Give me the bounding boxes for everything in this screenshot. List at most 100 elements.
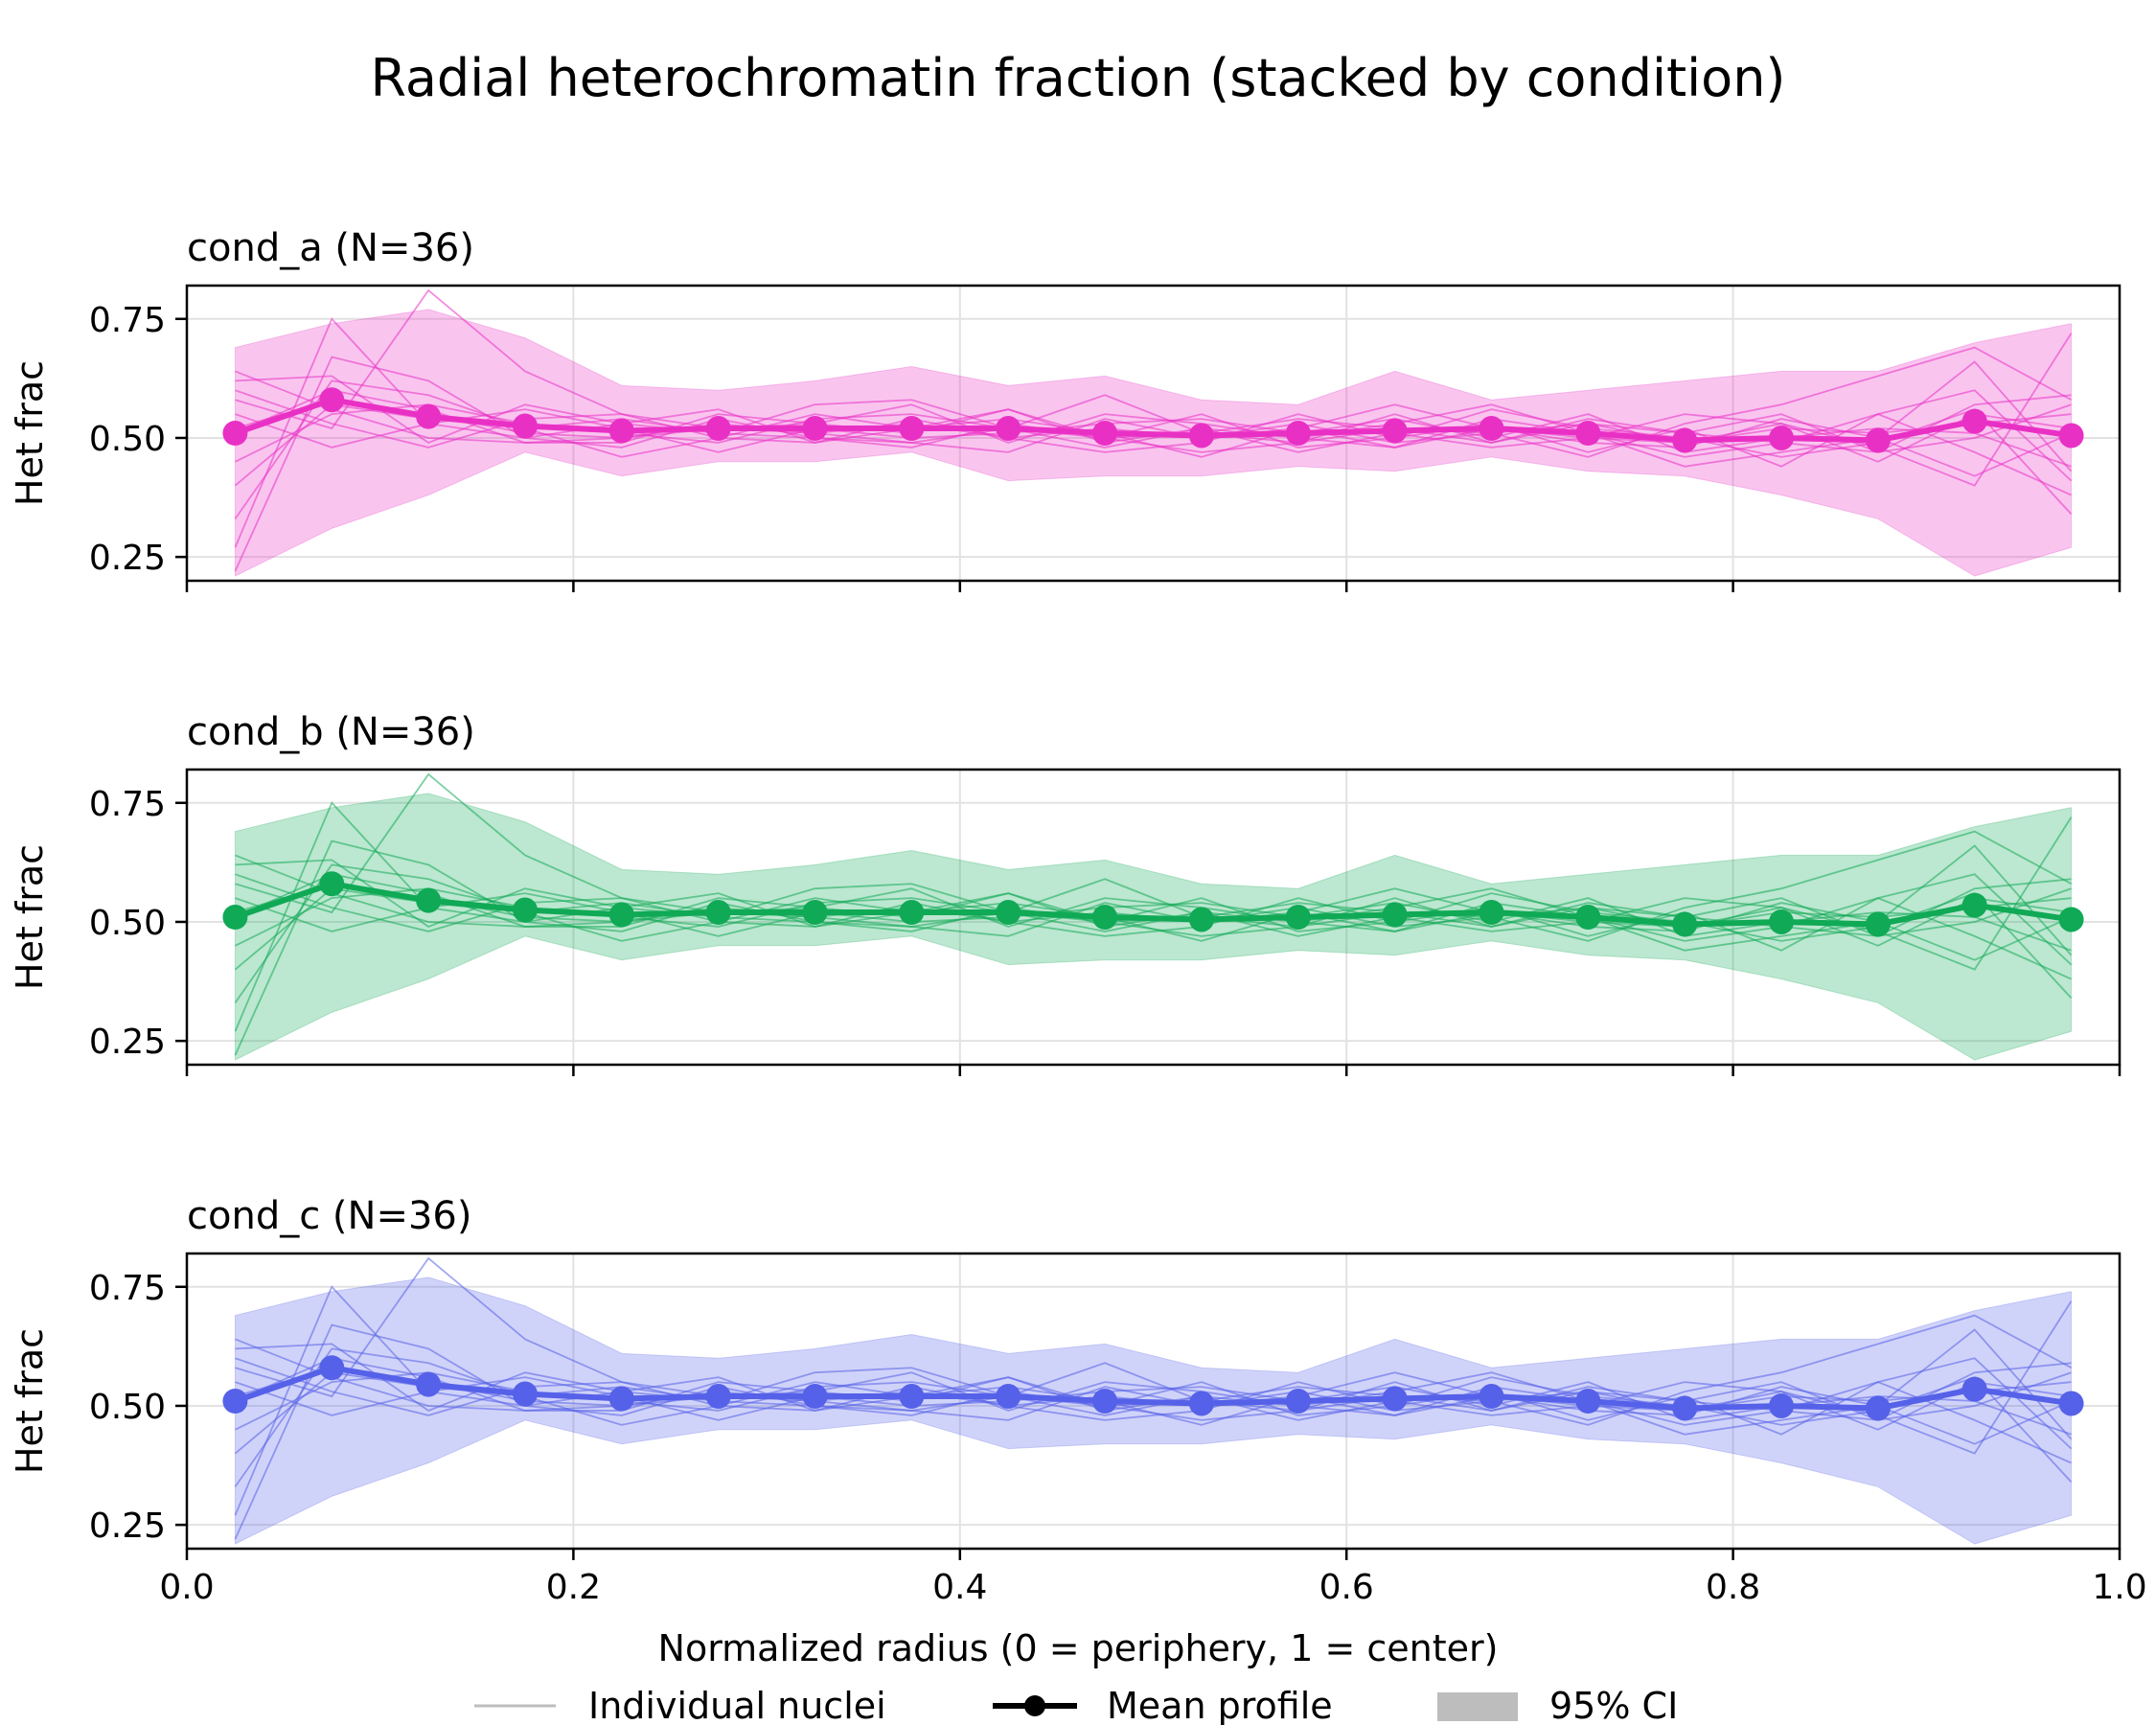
nucleus-line [235, 1357, 2073, 1450]
panel-title: cond_a (N=36) [187, 226, 474, 270]
nucleus-line [235, 873, 2072, 961]
legend-mean-label: Mean profile [1107, 1685, 1333, 1725]
mean-line [234, 1365, 2073, 1412]
mean-point [1479, 1384, 1504, 1410]
mean-point [319, 1355, 345, 1381]
ci-band [234, 309, 2073, 577]
x-tick-label: 0.6 [1319, 1568, 1374, 1607]
mean-point [899, 1384, 925, 1410]
mean-point [608, 902, 634, 928]
mean-point [1865, 911, 1891, 937]
mean-point [899, 416, 925, 442]
panel-3: 0.25 0.50 0.75 0.0 0.2 0.4 0.6 0.8 1.0 Het frac co… [9, 1194, 2147, 1607]
nucleus-line [235, 389, 2073, 482]
y-axis-label: Het frac [9, 1328, 51, 1474]
mean-point [1672, 1395, 1698, 1421]
mean-point [608, 418, 634, 444]
mean-point [1575, 421, 1601, 446]
ci-band [234, 1276, 2073, 1545]
ci-band [234, 793, 2073, 1061]
mean-point [1188, 907, 1214, 932]
mean-point [1479, 416, 1504, 442]
x-tick-label: 0.0 [159, 1568, 214, 1607]
mean-point [996, 900, 1021, 926]
mean-point [1769, 1392, 1795, 1418]
mean-point [1961, 408, 1987, 434]
mean-point [996, 416, 1021, 442]
nucleus-line [235, 389, 2072, 477]
mean-point [1285, 421, 1311, 446]
y-tick-label: 0.50 [89, 904, 166, 943]
legend: Individual nuclei Mean profile 95% CI [474, 1685, 1678, 1725]
mean-point [996, 1384, 1021, 1410]
y-tick-label: 0.25 [89, 1023, 166, 1062]
mean-point [222, 905, 248, 930]
panel-title: cond_c (N=36) [187, 1194, 471, 1238]
y-axis-label: Het frac [9, 844, 51, 990]
mean-point [416, 887, 442, 913]
mean-line [234, 881, 2073, 928]
legend-ci-swatch [1437, 1692, 1518, 1721]
mean-point [222, 421, 248, 446]
mean-point [1092, 1389, 1118, 1414]
mean-point [319, 871, 345, 897]
x-tick-label: 0.4 [932, 1568, 987, 1607]
mean-point [1092, 421, 1118, 446]
mean-point [802, 900, 828, 926]
nucleus-line [234, 840, 2073, 1056]
mean-point [705, 416, 731, 442]
mean-point [1575, 1389, 1601, 1414]
axes-frame [185, 1252, 2122, 1551]
mean-point [1769, 425, 1795, 450]
mean-point [416, 403, 442, 429]
legend-ci-label: 95% CI [1549, 1685, 1678, 1725]
nucleus-line [235, 873, 2073, 966]
mean-point [2058, 423, 2084, 448]
figure-title: Radial heterochromatin fraction (stacked… [371, 48, 1786, 108]
mean-point [1285, 905, 1311, 930]
mean-point [1961, 892, 1987, 918]
y-tick-label: 0.25 [89, 539, 166, 578]
y-tick-label: 0.75 [89, 785, 166, 824]
mean-point [1092, 905, 1118, 930]
mean-point [608, 1386, 634, 1412]
mean-point [512, 1381, 538, 1407]
mean-point [2058, 1391, 2084, 1416]
mean-point [1769, 908, 1795, 934]
axes-frame [185, 768, 2122, 1067]
x-axis-label: Normalized radius (0 = periphery, 1 = ce… [658, 1627, 1499, 1669]
mean-point [512, 897, 538, 923]
mean-point [705, 1384, 731, 1410]
x-tick-label: 0.8 [1706, 1568, 1760, 1607]
mean-point [1382, 418, 1408, 444]
y-axis-label: Het frac [9, 360, 51, 506]
x-tick-label: 1.0 [2092, 1568, 2146, 1607]
nucleus-line [234, 356, 2073, 572]
y-tick-label: 0.75 [89, 1269, 166, 1308]
mean-point [899, 900, 925, 926]
mean-point [1672, 911, 1698, 937]
y-tick-label: 0.50 [89, 420, 166, 459]
y-tick-label: 0.25 [89, 1506, 166, 1546]
panel-1: 0.25 0.50 0.75 Het frac cond_a (N=36) [9, 226, 2122, 592]
mean-point [802, 416, 828, 442]
panel-title: cond_b (N=36) [187, 710, 475, 754]
mean-point [1479, 900, 1504, 926]
mean-line [234, 397, 2073, 444]
y-tick-label: 0.75 [89, 301, 166, 340]
legend-individual-label: Individual nuclei [588, 1685, 886, 1725]
mean-point [1865, 427, 1891, 453]
mean-point [2058, 907, 2084, 932]
mean-point [1961, 1376, 1987, 1402]
x-tick-label: 0.2 [546, 1568, 601, 1607]
panels: 0.25 0.50 0.75 Het frac cond_a (N=36) 0.25 0.5… [9, 226, 2147, 1607]
mean-point [1285, 1389, 1311, 1414]
mean-point [705, 900, 731, 926]
panel-2: 0.25 0.50 0.75 Het frac cond_b (N=36) [9, 710, 2122, 1076]
mean-point [1575, 905, 1601, 930]
mean-point [319, 387, 345, 413]
axes-frame [185, 284, 2122, 583]
mean-point [1188, 423, 1214, 448]
mean-point [1382, 1386, 1408, 1412]
